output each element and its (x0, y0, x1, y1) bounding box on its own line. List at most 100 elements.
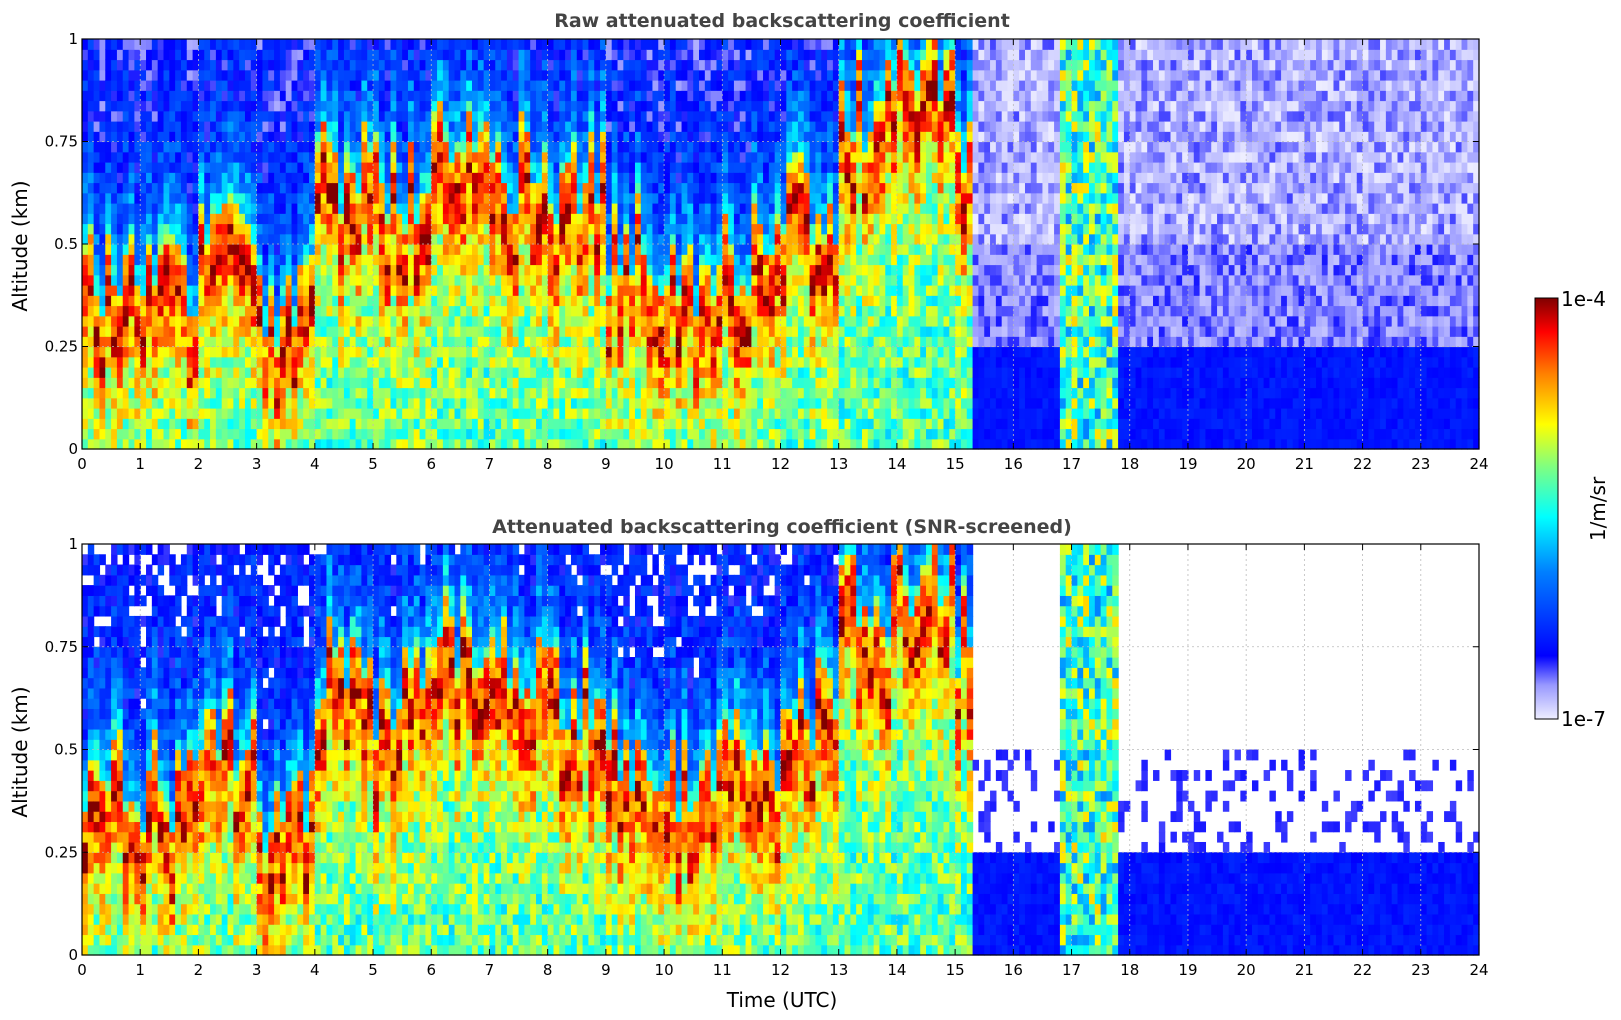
heatmap-cell (483, 49, 491, 61)
heatmap-cell (506, 192, 514, 204)
heatmap-cell (285, 264, 293, 276)
heatmap-cell (157, 110, 165, 122)
heatmap-cell (309, 438, 316, 450)
heatmap-cell (477, 274, 485, 286)
heatmap-cell (757, 326, 764, 337)
heatmap-cell (163, 80, 170, 91)
heatmap-cell (134, 80, 141, 91)
heatmap-cell (483, 408, 491, 419)
heatmap-cell (111, 336, 118, 348)
heatmap-cell (384, 162, 392, 173)
heatmap-cell (204, 244, 211, 255)
heatmap-cell (122, 367, 130, 378)
heatmap-cell (227, 110, 234, 122)
heatmap-cell (309, 274, 316, 286)
heatmap-cell (600, 387, 607, 399)
heatmap-cell (227, 141, 234, 153)
heatmap-cell (431, 326, 438, 337)
heatmap-cell (675, 346, 683, 358)
heatmap-cell (338, 233, 345, 245)
heatmap-cell (151, 336, 159, 348)
heatmap-cell (722, 172, 729, 184)
heatmap-cell (477, 151, 485, 163)
heatmap-cell (134, 192, 141, 204)
heatmap-cell (681, 274, 688, 286)
heatmap-cell (501, 418, 508, 430)
heatmap-cell (297, 244, 304, 255)
heatmap-cell (472, 438, 479, 450)
heatmap-cell (675, 192, 683, 204)
heatmap-cell (570, 336, 578, 348)
heatmap-cell (472, 69, 479, 81)
heatmap-cell (506, 131, 514, 143)
heatmap-cell (745, 264, 752, 276)
heatmap-cell (93, 295, 101, 307)
heatmap-cell (774, 59, 782, 71)
heatmap-cell (180, 274, 188, 286)
heatmap-cell (541, 418, 549, 430)
heatmap-cell (582, 182, 590, 194)
heatmap-cell (274, 377, 281, 389)
heatmap-cell (407, 49, 415, 61)
heatmap-cell (437, 326, 444, 337)
heatmap-cell (797, 326, 805, 337)
heatmap-cell (454, 172, 461, 184)
heatmap-cell (576, 397, 584, 409)
heatmap-cell (227, 80, 234, 91)
heatmap-cell (547, 336, 555, 348)
heatmap-cell (349, 397, 357, 409)
heatmap-cell (192, 172, 200, 184)
heatmap-cell (576, 408, 584, 419)
heatmap-cell (169, 182, 176, 194)
heatmap-cell (332, 213, 339, 225)
heatmap-cell (268, 172, 275, 184)
heatmap-cell (210, 244, 217, 255)
heatmap-cell (594, 121, 601, 132)
heatmap-cell (87, 346, 95, 358)
heatmap-cell (483, 39, 491, 50)
heatmap-cell (512, 182, 520, 194)
heatmap-cell (204, 315, 211, 327)
heatmap-cell (192, 110, 200, 122)
heatmap-cell (797, 131, 805, 143)
heatmap-cell (157, 295, 165, 307)
heatmap-cell (151, 182, 159, 194)
heatmap-cell (483, 254, 491, 266)
heatmap-cell (413, 182, 421, 194)
heatmap-cell (378, 80, 386, 91)
heatmap-cell (285, 223, 293, 235)
heatmap-cell (739, 223, 747, 235)
heatmap-cell (559, 264, 566, 276)
heatmap-cell (314, 223, 322, 235)
heatmap-cell (256, 428, 264, 440)
heatmap-cell (553, 182, 560, 194)
heatmap-cell (448, 213, 456, 225)
heatmap-cell (146, 121, 153, 132)
heatmap-cell (291, 264, 298, 276)
heatmap-cell (640, 418, 648, 430)
heatmap-cell (722, 59, 729, 71)
heatmap-cell (215, 305, 223, 317)
heatmap-cell (279, 131, 287, 143)
heatmap-cell (553, 428, 560, 440)
heatmap-cell (82, 49, 89, 61)
heatmap-cell (134, 131, 141, 143)
heatmap-cell (629, 213, 636, 225)
heatmap-cell (175, 69, 182, 81)
heatmap-cell (797, 39, 805, 50)
heatmap-cell (512, 233, 520, 245)
heatmap-cell (501, 367, 508, 378)
heatmap-cell (314, 49, 322, 61)
heatmap-cell (646, 162, 654, 173)
heatmap-cell (116, 377, 124, 389)
heatmap-cell (291, 192, 298, 204)
heatmap-cell (559, 244, 566, 255)
heatmap-cell (244, 377, 252, 389)
heatmap-cell (274, 346, 281, 358)
heatmap-cell (163, 59, 170, 71)
heatmap-cell (477, 387, 485, 399)
heatmap-cell (576, 59, 584, 71)
heatmap-cell (640, 315, 648, 327)
heatmap-cell (268, 264, 275, 276)
heatmap-cell (506, 182, 514, 194)
